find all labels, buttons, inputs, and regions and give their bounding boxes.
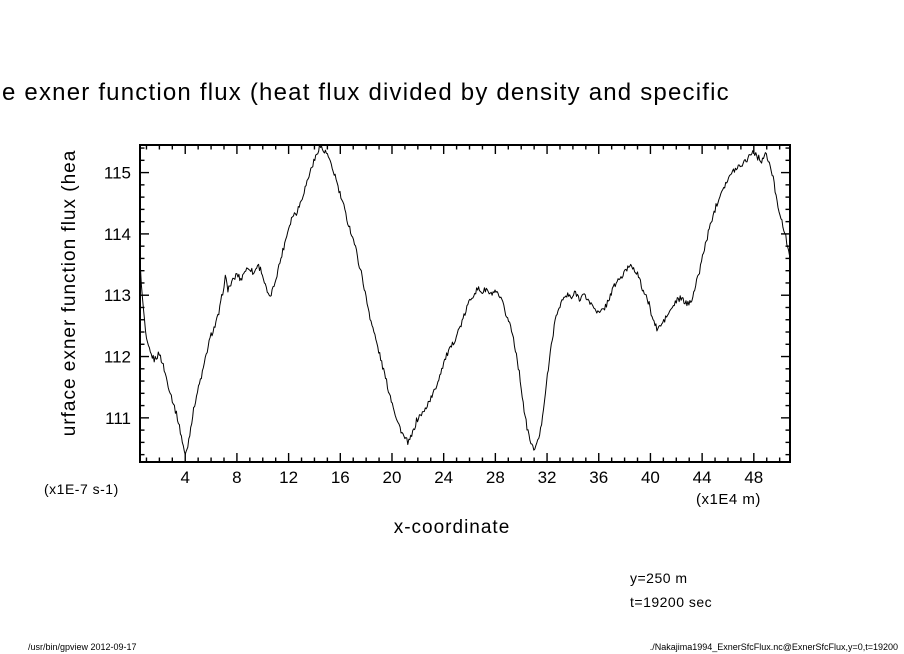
annotation-t-value: t=19200 sec (630, 594, 713, 610)
footer-source-file: ./Nakajima1994_ExnerSfcFlux.nc@ExnerSfcF… (649, 642, 898, 652)
data-line (141, 146, 789, 455)
x-tick-label: 36 (589, 468, 608, 487)
x-tick-label: 48 (744, 468, 763, 487)
plot-frame (139, 144, 791, 463)
y-tick-label: 111 (105, 409, 131, 428)
y-tick-label: 114 (104, 225, 131, 244)
x-tick-label: 8 (232, 468, 241, 487)
x-tick-label: 40 (641, 468, 660, 487)
y-tick-label: 113 (104, 286, 131, 305)
x-tick-label: 28 (486, 468, 505, 487)
x-axis-label: x-coordinate (393, 517, 511, 538)
x-axis-unit-label: (x1E4 m) (696, 491, 761, 508)
x-tick-label: 32 (538, 468, 557, 487)
annotation-y-value: y=250 m (630, 570, 688, 586)
x-tick-label: 12 (279, 468, 298, 487)
footer-command-date: /usr/bin/gpview 2012-09-17 (28, 642, 137, 652)
x-tick-label: 24 (434, 468, 453, 487)
y-axis-label: urface exner function flux (hea (59, 149, 80, 437)
x-tick-label: 20 (383, 468, 402, 487)
x-tick-label: 16 (331, 468, 350, 487)
chart-title: e exner function flux (heat flux divided… (2, 79, 730, 106)
y-tick-label: 112 (104, 348, 131, 367)
x-tick-label: 4 (180, 468, 189, 487)
x-tick-label: 44 (693, 468, 712, 487)
y-tick-label: 115 (104, 164, 131, 183)
y-axis-unit-label: (x1E-7 s-1) (44, 481, 119, 497)
